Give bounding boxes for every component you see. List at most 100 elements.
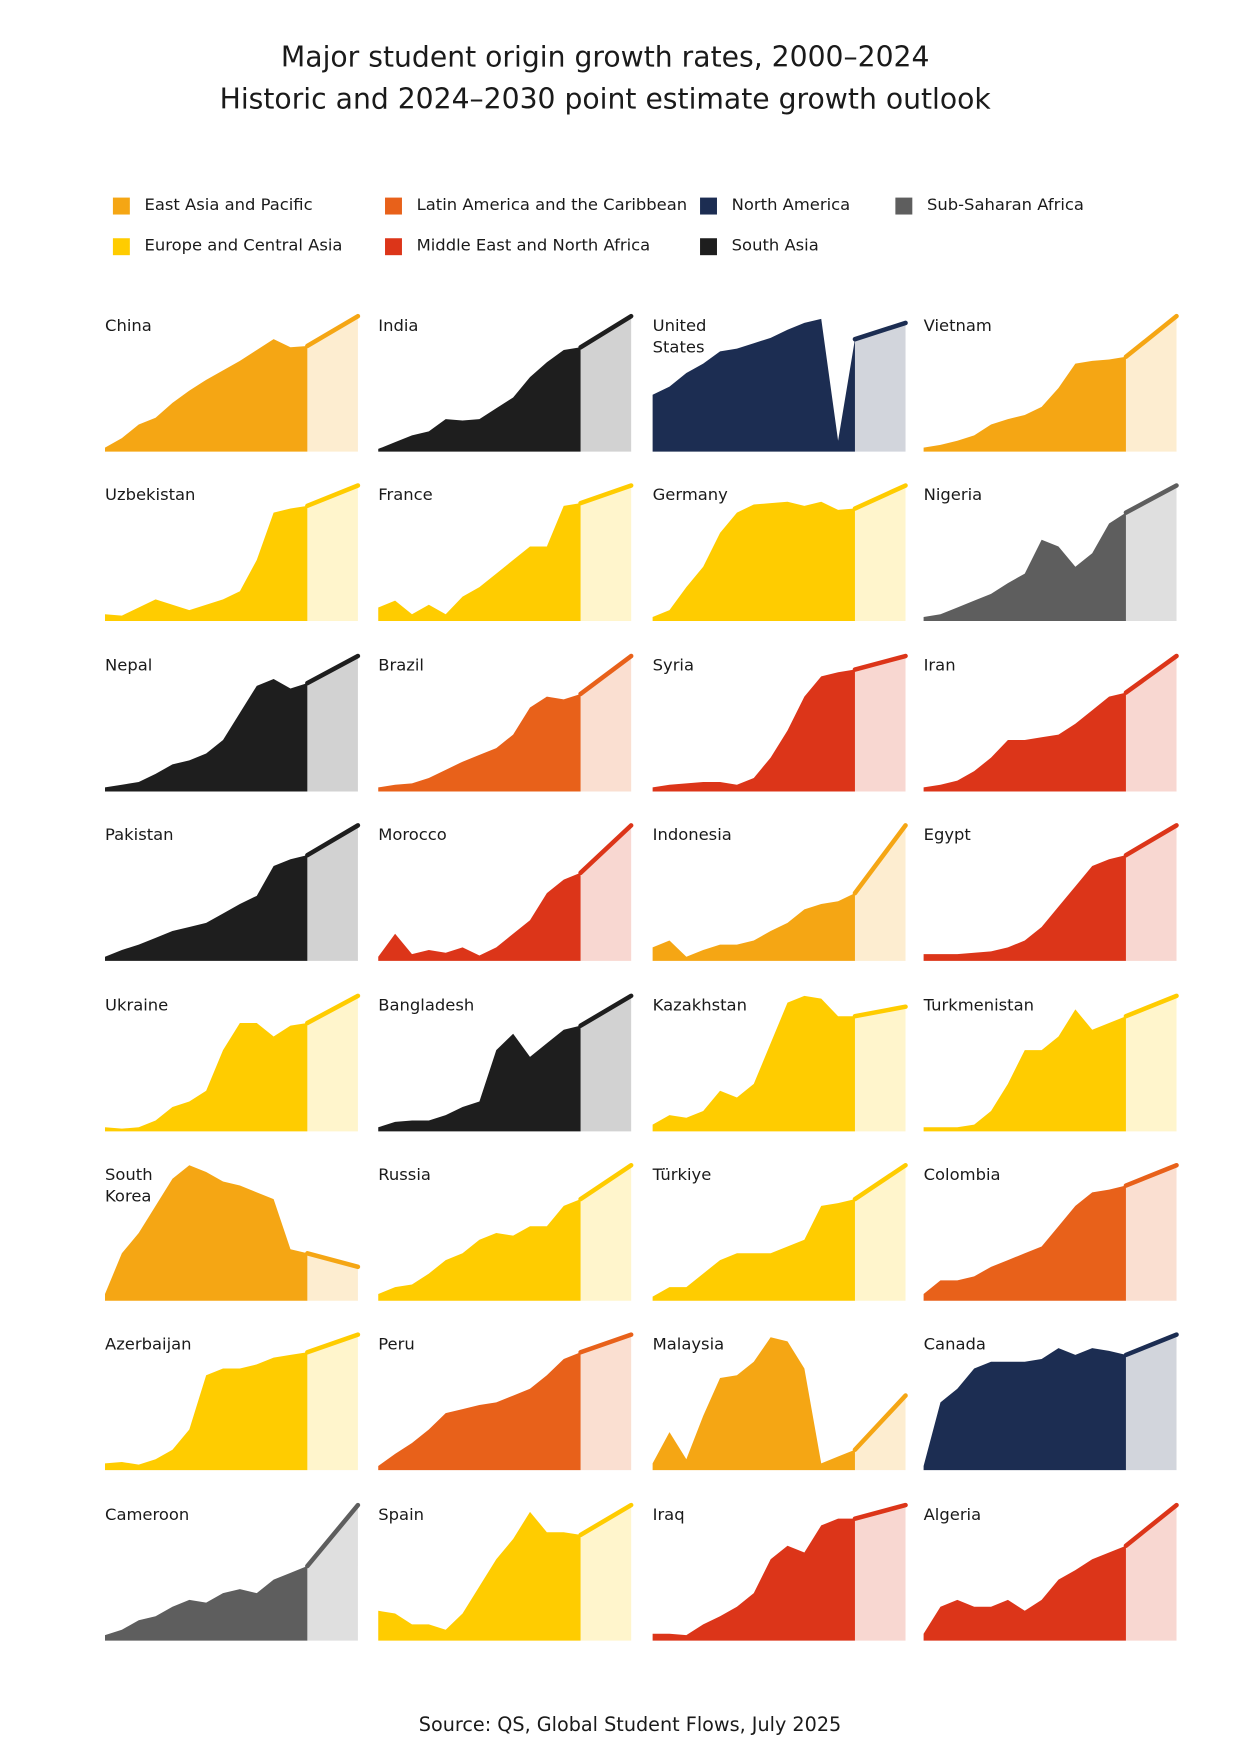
forecast-area	[854, 1165, 906, 1301]
panel-title: Indonesia	[652, 826, 732, 845]
panel-chart	[105, 993, 361, 1131]
forecast-line	[852, 1502, 908, 1521]
historic-area	[923, 1348, 1126, 1471]
forecast-line	[305, 653, 361, 686]
panel-title: Ukraine	[105, 996, 169, 1015]
panel-title: Kazakhstan	[652, 996, 747, 1015]
panel-title: South Korea	[105, 1166, 153, 1206]
historic-area	[378, 873, 581, 962]
panel-title: China	[105, 317, 152, 336]
historic-area	[923, 692, 1126, 792]
legend-label: Sub-Saharan Africa	[926, 196, 1084, 215]
historic-area	[923, 356, 1126, 452]
panel-chart	[378, 653, 634, 792]
forecast-line	[578, 823, 634, 876]
title: Major student origin growth rates, 2000–…	[280, 40, 930, 74]
legend-label: South Asia	[731, 237, 819, 256]
small-multiple: Iraq	[652, 1502, 908, 1643]
forecast-line	[305, 1332, 361, 1355]
panel-chart	[652, 318, 908, 452]
subtitle: Historic and 2024–2030 point estimate gr…	[219, 82, 991, 116]
small-multiple: Russia	[378, 1162, 634, 1303]
forecast-line	[1123, 1332, 1179, 1358]
panel-title: Canada	[923, 1336, 986, 1355]
forecast-line	[305, 823, 361, 858]
historic-area	[652, 669, 855, 792]
legend: East Asia and Pacific Europe and Central …	[112, 192, 1144, 273]
panel-chart	[105, 1165, 361, 1301]
panel-title: Iraq	[652, 1505, 685, 1525]
historic-area	[923, 1185, 1126, 1301]
small-multiple: Ukraine	[105, 993, 361, 1133]
forecast-area	[307, 1504, 358, 1641]
forecast-area	[1125, 825, 1177, 962]
panel-title: Morocco	[378, 826, 447, 845]
forecast-line	[305, 313, 361, 349]
historic-area	[105, 506, 308, 622]
forecast-area	[1125, 316, 1177, 452]
forecast-area	[307, 655, 358, 792]
historic-area	[652, 995, 855, 1131]
forecast-area	[580, 485, 632, 622]
historic-area	[105, 339, 308, 452]
panel-title: Pakistan	[105, 826, 174, 845]
forecast-area	[580, 825, 632, 962]
forecast-line	[1123, 483, 1179, 516]
forecast-line	[1123, 1502, 1179, 1548]
forecast-area	[580, 1165, 632, 1301]
forecast-area	[1125, 485, 1177, 622]
forecast-line	[852, 483, 908, 512]
forecast-line	[578, 483, 634, 506]
forecast-line	[852, 1393, 908, 1453]
panel-chart	[923, 1502, 1179, 1641]
source: Source: QS, Global Student Flows, July 2…	[418, 1713, 842, 1737]
forecast-area	[854, 1006, 906, 1131]
panel-chart	[105, 1332, 361, 1471]
panel-title: Malaysia	[652, 1336, 725, 1355]
legend-item: North America	[700, 192, 895, 219]
historic-area	[923, 513, 1126, 622]
forecast-line	[1123, 823, 1179, 858]
forecast-line	[305, 993, 361, 1025]
legend-item: South Asia	[700, 233, 895, 260]
historic-area	[378, 1352, 581, 1471]
small-multiple: Colombia	[923, 1162, 1179, 1303]
legend-item: Europe and Central Asia	[112, 233, 385, 260]
small-multiple: Syria	[652, 653, 908, 794]
panel-chart	[652, 653, 908, 792]
forecast-line	[852, 320, 908, 342]
legend-swatch	[385, 237, 402, 255]
panel-chart	[923, 1332, 1179, 1471]
panel-title: Nigeria	[923, 487, 983, 506]
legend-label: Latin America and the Caribbean	[416, 196, 688, 215]
small-multiple: Canada	[923, 1332, 1179, 1473]
forecast-line	[852, 823, 908, 896]
small-multiple: Iran	[923, 653, 1179, 794]
historic-area	[378, 1511, 581, 1641]
forecast-area	[580, 1504, 632, 1641]
small-multiple: China	[105, 313, 361, 454]
legend-swatch	[895, 197, 913, 214]
small-multiple: Germany	[652, 483, 908, 624]
small-multiple: Spain	[378, 1502, 634, 1643]
panel-title: Egypt	[923, 826, 971, 845]
legend-item: Sub-Saharan Africa	[895, 192, 1143, 219]
legend-swatch	[700, 197, 717, 214]
forecast-area	[580, 316, 632, 452]
forecast-line	[1123, 993, 1179, 1018]
legend-item: Middle East and North Africa	[385, 233, 700, 260]
small-multiple: South Korea	[105, 1165, 361, 1303]
panel-chart	[378, 993, 634, 1131]
forecast-area	[580, 655, 632, 792]
forecast-area	[1125, 1504, 1177, 1641]
legend-swatch	[385, 197, 402, 214]
legend-swatch	[112, 197, 130, 214]
panel-chart	[652, 823, 908, 962]
panel-chart	[652, 1337, 908, 1471]
small-multiple: Vietnam	[923, 313, 1179, 454]
small-multiple: Azerbaijan	[105, 1332, 361, 1473]
historic-area	[652, 1199, 855, 1301]
panel-chart	[652, 483, 908, 622]
historic-area	[923, 1545, 1126, 1641]
panel-title: India	[378, 317, 419, 336]
